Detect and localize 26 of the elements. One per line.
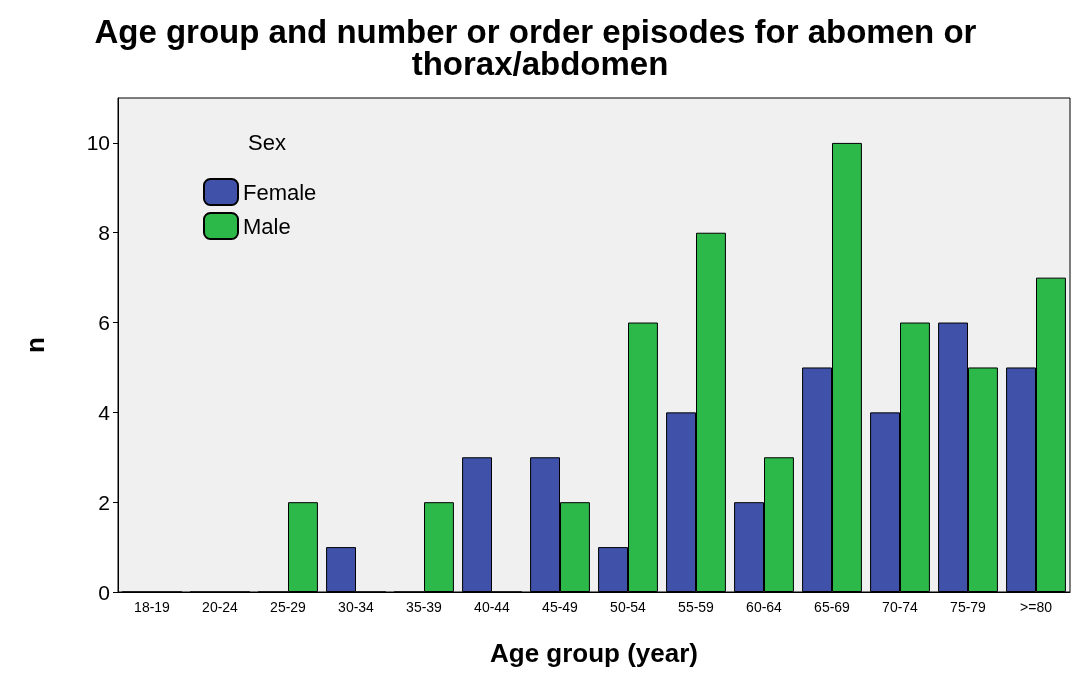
x-tick-label: 25-29 — [270, 599, 307, 615]
x-tick-label: 20-24 — [202, 599, 239, 615]
x-tick-label: 45-49 — [542, 599, 579, 615]
x-tick-label: 70-74 — [882, 599, 919, 615]
legend-label: Male — [243, 213, 291, 239]
x-tick-label: 50-54 — [610, 599, 647, 615]
y-tick-label: 2 — [98, 490, 110, 514]
x-tick-label: >=80 — [1020, 599, 1053, 615]
x-tick-label: 30-34 — [338, 599, 375, 615]
x-tick-label: 60-64 — [746, 599, 783, 615]
x-tick-label: 55-59 — [678, 599, 715, 615]
x-tick-label: 40-44 — [474, 599, 511, 615]
x-axis-title: Age group (year) — [489, 638, 699, 668]
y-tick-label: 8 — [98, 221, 110, 245]
y-axis-title: n — [20, 337, 50, 353]
legend-title: Sex — [248, 129, 286, 155]
x-tick-label: 18-19 — [134, 599, 171, 615]
x-tick-label: 35-39 — [406, 599, 443, 615]
chart-title: Age group and number or order episodes for abomen or thorax/abdomen — [94, 12, 986, 82]
x-tick-label: 65-69 — [814, 599, 851, 615]
y-tick-label: 6 — [98, 311, 110, 335]
y-tick-label: 4 — [98, 400, 111, 424]
legend-label: Female — [243, 179, 317, 205]
x-tick-label: 75-79 — [950, 599, 987, 615]
y-tick-label: 0 — [98, 580, 110, 604]
y-tick-label: 10 — [86, 131, 110, 155]
